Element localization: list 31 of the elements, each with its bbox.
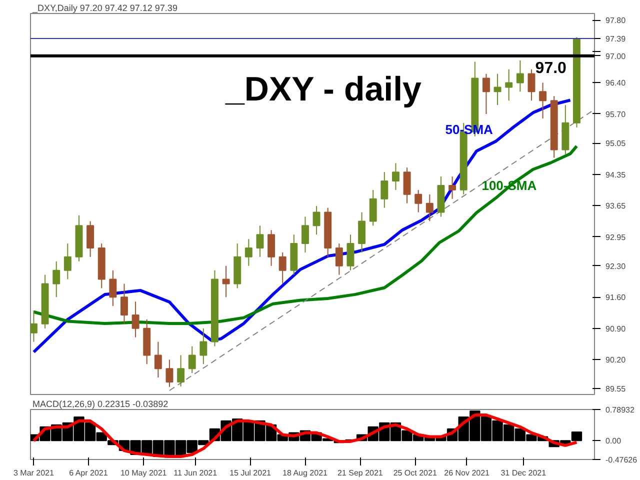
y-tick-label: 0.00: [606, 436, 622, 446]
annotation: _DXY - daily: [224, 70, 422, 109]
x-tick-label: 26 Nov 2021: [444, 468, 490, 478]
y-tick-label: 93.65: [606, 202, 626, 211]
y-tick-label: 96.40: [606, 78, 626, 88]
y-tick-label: 97.80: [606, 16, 626, 26]
y-tick-label: 92.95: [606, 232, 626, 242]
x-tick-label: 6 Apr 2021: [69, 468, 108, 478]
y-tick-label: 90.90: [606, 324, 626, 334]
y-tick-label: 89.55: [606, 384, 626, 394]
y-tick-label: 91.60: [606, 293, 626, 302]
ref-line-label: 97.39: [606, 34, 626, 44]
x-tick-label: 25 Oct 2021: [393, 468, 438, 478]
y-tick-label: 90.20: [606, 356, 626, 365]
y-tick-label: -0.47626: [606, 456, 638, 464]
chart-title: MACD(12,26,9) 0.22315 -0.03892: [32, 399, 168, 409]
chart-title: _DXY,Daily 97.20 97.42 97.12 97.39: [32, 3, 178, 13]
ref-line-label: 97.00: [606, 52, 626, 61]
y-tick-label: 0.78932: [606, 406, 635, 414]
y-tick-label: 94.35: [606, 170, 626, 180]
x-tick-label: 18 Aug 2021: [282, 468, 328, 478]
y-tick-label: 92.30: [606, 262, 626, 271]
y-tick-label: 95.70: [606, 110, 626, 119]
x-tick-label: 3 Mar 2021: [14, 468, 55, 478]
x-tick-label: 21 Sep 2021: [337, 468, 384, 478]
annotation: 97.0: [535, 60, 567, 77]
x-tick-label: 15 Jul 2021: [230, 468, 272, 478]
x-tick-label: 31 Dec 2021: [500, 468, 547, 478]
y-tick-label: 95.05: [606, 139, 626, 148]
x-tick-label: 11 Jun 2021: [174, 468, 218, 478]
x-tick-label: 10 May 2021: [120, 468, 168, 478]
